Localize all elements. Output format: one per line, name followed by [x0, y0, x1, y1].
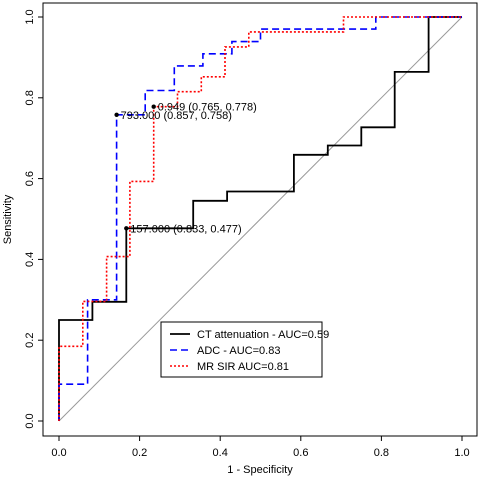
x-tick-label: 0.2	[132, 447, 147, 459]
x-tick-label: 0.4	[213, 447, 228, 459]
x-tick-label: 0.6	[293, 447, 308, 459]
legend-label-3: MR SIR AUC=0.81	[197, 361, 289, 373]
legend-label-2: ADC - AUC=0.83	[197, 345, 280, 357]
annotation-label-1: 0.949 (0.765, 0.778)	[158, 102, 257, 114]
annotation-label-2: 793.000 (0.857, 0.758)	[121, 110, 232, 122]
legend: CT attenuation - AUC=0.59 ADC - AUC=0.83 M…	[160, 321, 329, 378]
x-tick-label: 1.0	[454, 447, 469, 459]
y-tick-label: 0.4	[24, 252, 36, 267]
y-tick-label: 0.8	[24, 90, 36, 105]
series-line-3	[58, 16, 462, 421]
annotation-label-3: 157.000 (0.833, 0.477)	[130, 223, 241, 235]
y-tick-label: 0.0	[24, 413, 36, 428]
annotation-point-3	[124, 226, 129, 231]
plot-frame	[42, 2, 478, 437]
legend-label-1: CT attenuation - AUC=0.59	[197, 329, 329, 341]
y-tick-label: 0.2	[24, 333, 36, 348]
series-line-2	[58, 16, 462, 421]
annotation-point-1	[151, 104, 156, 109]
legend-box	[160, 321, 323, 378]
y-axis-title: Sensitivity	[2, 194, 14, 244]
x-tick-label: 0.0	[51, 447, 66, 459]
y-tick-label: 1.0	[24, 9, 36, 24]
x-axis-title: 1 - Specificity	[227, 464, 293, 476]
y-tick-label: 0.6	[24, 171, 36, 186]
annotation-point-2	[114, 112, 119, 117]
x-tick-label: 0.8	[374, 447, 389, 459]
